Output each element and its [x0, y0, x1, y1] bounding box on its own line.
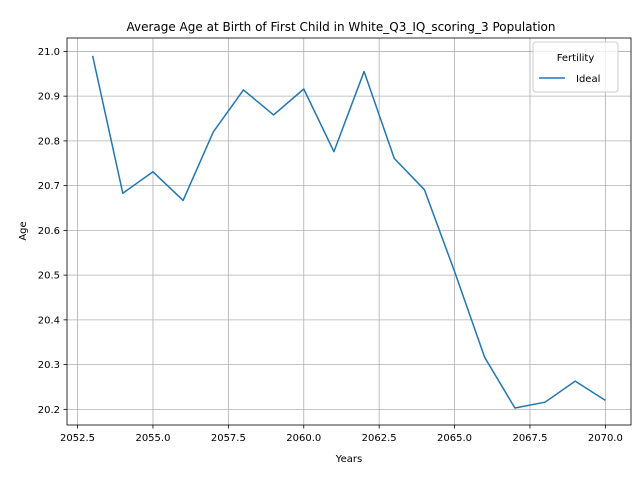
plot-area-frame	[66, 37, 632, 426]
y-axis-ticks: 20.2 20.3 20.4 20.5 20.6 20.7 20.8 20.9 21.0	[38, 47, 67, 416]
y-tick-label: 21.0	[38, 47, 60, 58]
x-tick-label: 2057.5	[211, 433, 246, 444]
grid	[67, 38, 631, 425]
chart-title: Average Age at Birth of First Child in W…	[126, 20, 555, 34]
x-tick-label: 2062.5	[362, 433, 397, 444]
legend: Fertility Ideal	[532, 41, 619, 93]
series-lines	[91, 55, 606, 409]
y-tick-label: 20.6	[38, 226, 60, 237]
y-tick-label: 20.4	[38, 315, 60, 326]
y-axis-title: Age	[18, 221, 29, 240]
series-line-ideal	[91, 55, 606, 409]
y-tick-label: 20.8	[38, 136, 60, 147]
x-tick-label: 2060.0	[286, 433, 321, 444]
x-tick-label: 2052.5	[60, 433, 95, 444]
y-tick-label: 20.9	[38, 92, 60, 103]
x-tick-label: 2067.5	[512, 433, 547, 444]
y-tick-label: 20.3	[38, 360, 60, 371]
x-tick-label: 2070.0	[588, 433, 623, 444]
x-tick-label: 2055.0	[135, 433, 170, 444]
x-axis-ticks: 2052.5 2055.0 2057.5 2060.0 2062.5 2065.0 2067…	[60, 425, 623, 444]
legend-box	[532, 41, 619, 93]
legend-label-ideal: Ideal	[576, 74, 600, 85]
y-tick-label: 20.2	[38, 405, 60, 416]
x-tick-label: 2065.0	[437, 433, 472, 444]
legend-title: Fertility	[557, 53, 595, 64]
y-tick-label: 20.5	[38, 271, 60, 282]
x-axis-title: Years	[335, 454, 362, 465]
y-tick-label: 20.7	[38, 181, 60, 192]
